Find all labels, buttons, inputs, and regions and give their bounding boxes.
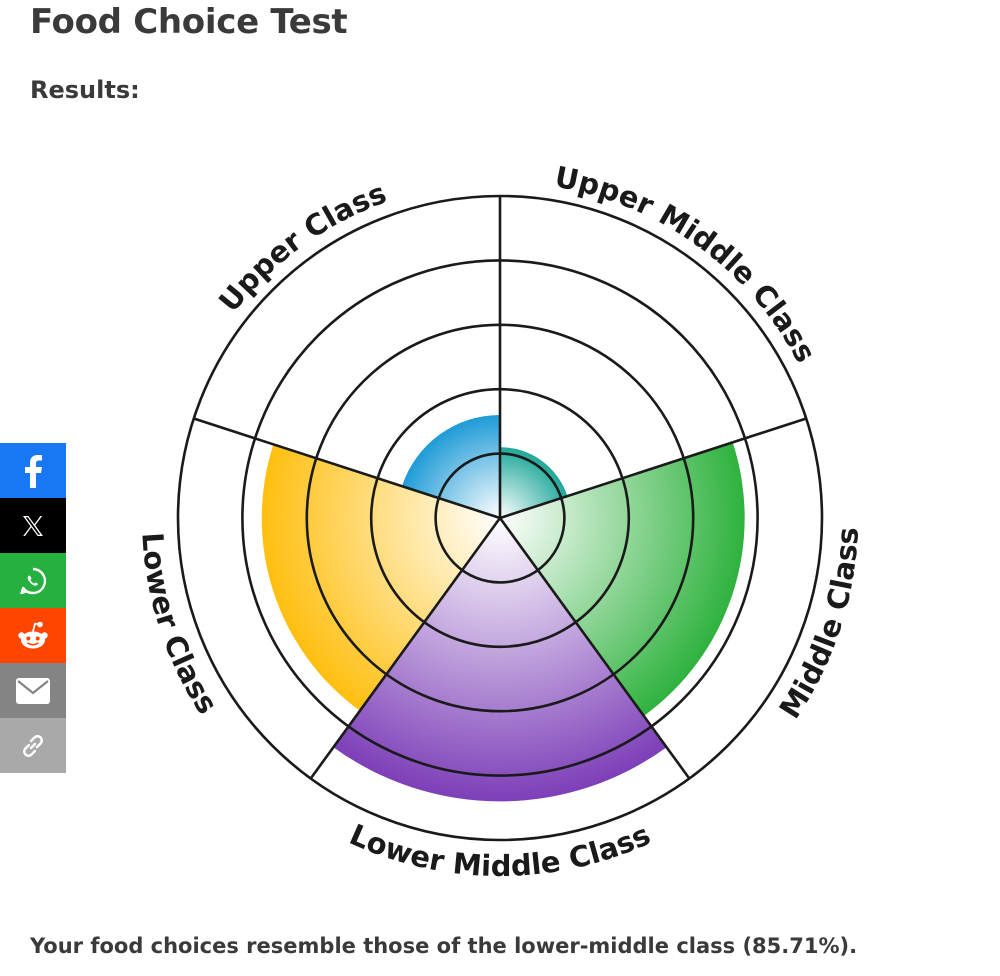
grid-spoke: [193, 417, 501, 520]
label-lower-middle-class: Lower Middle Class: [345, 817, 656, 883]
wedge-middle-class: [500, 442, 745, 716]
results-label: Results:: [30, 76, 140, 104]
facebook-icon: [25, 454, 42, 488]
share-copy-link-button[interactable]: [0, 718, 66, 773]
result-sentence: Your food choices resemble those of the …: [30, 934, 858, 958]
wedge-upper-class: [402, 414, 500, 518]
share-x-button[interactable]: [0, 498, 66, 553]
grid-spoke: [498, 517, 691, 780]
email-icon: [16, 677, 50, 704]
share-whatsapp-button[interactable]: [0, 553, 66, 608]
share-bar: [0, 443, 66, 773]
reddit-icon: [18, 621, 48, 648]
wedge-lower-middle-class: [333, 518, 667, 802]
link-icon: [23, 734, 43, 757]
label-upper-middle-class: Upper Middle Class: [552, 160, 823, 368]
label-upper-class: Upper Class: [212, 176, 391, 318]
grid-spoke: [309, 517, 502, 780]
x-icon: [23, 515, 43, 536]
share-reddit-button[interactable]: [0, 608, 66, 663]
wedge-lower-class: [261, 444, 500, 711]
share-facebook-button[interactable]: [0, 443, 66, 498]
whatsapp-icon: [20, 567, 47, 594]
grid-spoke: [499, 417, 807, 520]
share-email-button[interactable]: [0, 663, 66, 718]
page-title: Food Choice Test: [30, 2, 348, 42]
